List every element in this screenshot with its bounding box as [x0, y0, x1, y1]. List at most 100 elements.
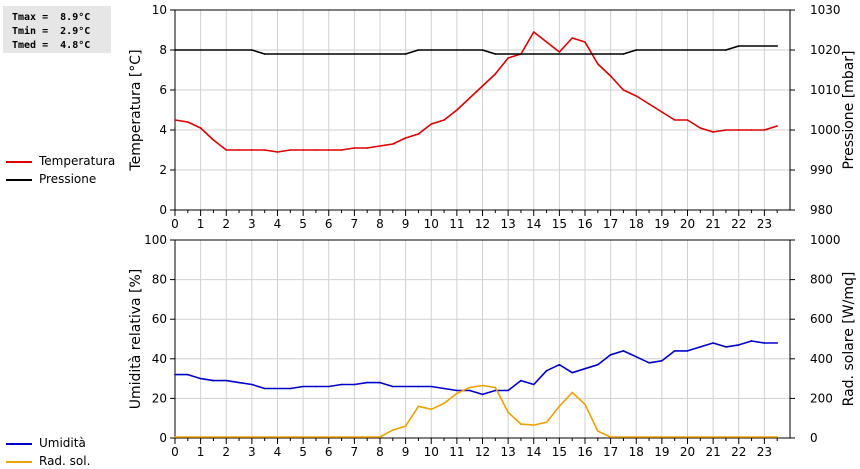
y-tick-label-left: 40	[152, 352, 167, 366]
data-point	[648, 361, 650, 364]
data-point	[571, 37, 573, 39]
data-point	[443, 119, 445, 121]
data-point	[737, 129, 740, 131]
series-line-2-1	[175, 340, 778, 396]
data-point	[353, 147, 356, 149]
legend-label-pressione: Pressione	[39, 172, 97, 186]
data-point	[392, 143, 394, 145]
tmax-text: Tmax = 8.9°C	[12, 12, 91, 23]
data-point	[404, 137, 407, 139]
y-tick-label-right: 1030	[810, 3, 841, 17]
x-tick-label: 23	[757, 217, 772, 231]
data-point	[443, 387, 445, 390]
y-tick-label-left: 6	[159, 83, 167, 97]
data-point	[661, 111, 663, 113]
data-point	[468, 97, 471, 99]
series-line-1-1	[174, 31, 778, 153]
data-point	[725, 129, 727, 131]
y-tick-label-right: 1000	[810, 233, 841, 247]
data-point	[404, 53, 407, 55]
y-axis-title-right: Pressione [mbar]	[841, 50, 857, 169]
data-point	[494, 73, 497, 75]
y-tick-label-right: 980	[810, 203, 833, 217]
legend-swatch-pressione	[6, 179, 32, 181]
data-point	[417, 49, 420, 51]
data-point	[584, 403, 586, 406]
data-point	[263, 149, 266, 151]
data-point	[507, 411, 509, 414]
data-point	[327, 385, 330, 388]
data-point	[597, 63, 599, 65]
y-tick-label-left: 60	[152, 312, 167, 326]
data-point	[532, 383, 535, 386]
data-point	[302, 385, 304, 388]
x-tick-label: 19	[654, 445, 669, 459]
x-tick-label: 7	[351, 445, 359, 459]
data-point	[750, 129, 753, 131]
data-point	[238, 381, 240, 384]
y-tick-label-left: 20	[152, 391, 167, 405]
y-axis-title-right: Rad. solare [W/mq]	[841, 272, 857, 407]
x-tick-label: 11	[449, 217, 464, 231]
x-tick-label: 5	[299, 217, 307, 231]
x-tick-label: 3	[248, 445, 256, 459]
data-point	[276, 151, 279, 153]
x-tick-label: 9	[402, 445, 410, 459]
x-tick-label: 9	[402, 217, 410, 231]
y-tick-label-left: 0	[159, 431, 167, 445]
data-point	[635, 95, 638, 97]
y-axis-title-left: Temperatura [°C]	[128, 49, 144, 171]
data-point	[622, 53, 625, 55]
series-line-1-2	[175, 45, 778, 55]
data-point	[481, 85, 484, 87]
data-point	[712, 131, 714, 133]
data-point	[238, 149, 240, 151]
data-point	[340, 383, 343, 386]
data-point	[584, 41, 586, 43]
data-point	[327, 149, 330, 151]
x-tick-label: 0	[171, 445, 179, 459]
data-point	[379, 145, 381, 147]
y-tick-label-right: 1000	[810, 123, 841, 137]
data-point	[430, 123, 433, 125]
data-point	[417, 133, 420, 135]
x-tick-label: 7	[351, 217, 359, 231]
x-tick-label: 12	[475, 445, 490, 459]
legend-label-umidita: Umidità	[39, 436, 86, 450]
data-point	[251, 49, 253, 51]
data-point	[417, 405, 420, 408]
y-tick-label-left: 4	[159, 123, 167, 137]
data-point	[481, 49, 484, 51]
data-point	[404, 425, 407, 427]
stats-box: Tmax = 8.9°C Tmin = 2.9°C Tmed = 4.8°C	[3, 6, 111, 53]
x-tick-label: 5	[299, 445, 307, 459]
x-tick-label: 19	[654, 217, 669, 231]
data-point	[174, 373, 176, 376]
data-point	[366, 147, 368, 149]
x-tick-label: 8	[376, 217, 384, 231]
data-point	[404, 385, 407, 388]
y-tick-label-right: 0	[810, 431, 818, 445]
data-point	[763, 129, 766, 131]
data-point	[392, 385, 394, 388]
data-point	[648, 103, 650, 105]
data-point	[725, 49, 727, 51]
x-tick-label: 6	[325, 445, 333, 459]
data-point	[468, 389, 471, 392]
legend-swatch-rad-sol	[6, 461, 32, 463]
data-point	[584, 367, 586, 370]
y-tick-label-right: 400	[810, 352, 833, 366]
data-point	[545, 421, 548, 423]
y-tick-label-left: 80	[152, 273, 167, 287]
x-tick-label: 1	[197, 445, 205, 459]
y-tick-label-left: 0	[159, 203, 167, 217]
data-point	[174, 49, 176, 51]
x-tick-label: 4	[274, 217, 282, 231]
x-tick-label: 1	[197, 217, 205, 231]
x-tick-label: 10	[424, 445, 439, 459]
data-point	[225, 149, 228, 151]
data-point	[597, 363, 599, 366]
x-tick-label: 16	[577, 217, 592, 231]
data-point	[494, 386, 497, 389]
legend-swatch-umidita	[6, 443, 32, 445]
